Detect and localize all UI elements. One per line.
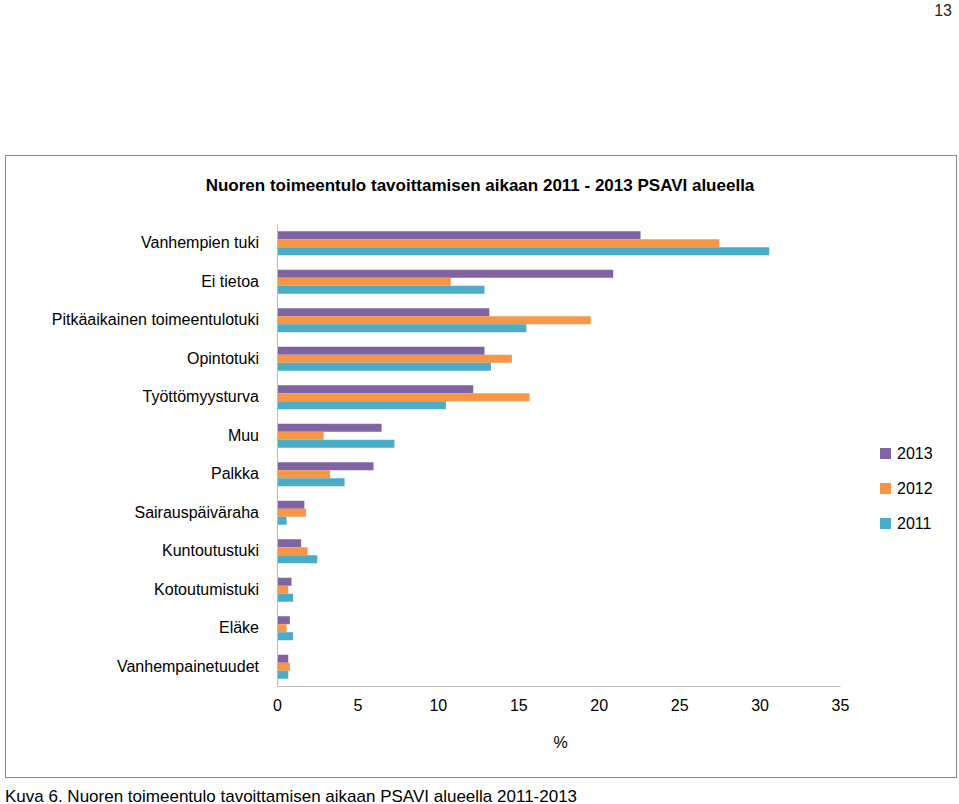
- bar: [277, 401, 446, 409]
- category-label: Kotoutumistuki: [154, 581, 259, 598]
- x-tick-label: 0: [273, 697, 282, 714]
- x-tick: 15: [510, 686, 528, 714]
- y-axis: Vanhempien tuki Ei tietoa Pitkäaikainen to…: [52, 225, 278, 687]
- y-tick: Opintotuki: [187, 350, 277, 367]
- bar: [277, 470, 330, 478]
- bar: [277, 547, 308, 555]
- bar: [277, 509, 306, 517]
- legend: 2013 2012 2011: [880, 445, 933, 532]
- category-label: Vanhempien tuki: [141, 234, 259, 251]
- x-tick-label: 20: [590, 697, 608, 714]
- y-axis-line: [277, 225, 278, 687]
- y-tick: Palkka: [211, 465, 277, 482]
- bar: [277, 586, 288, 594]
- y-tick: Muu: [228, 427, 277, 444]
- category-label: Vanhempainetuudet: [117, 658, 260, 675]
- chart-frame: [6, 156, 957, 778]
- y-tick: Ei tietoa: [201, 273, 277, 290]
- chart-title: Nuoren toimeentulo tavoittamisen aikaan …: [206, 176, 755, 195]
- bar: [277, 616, 290, 624]
- x-tick: 35: [832, 686, 850, 714]
- x-axis-title: %: [553, 734, 567, 751]
- bar: [277, 432, 324, 440]
- bar: [277, 478, 345, 486]
- bar: [277, 462, 374, 470]
- legend-swatch: [880, 518, 891, 529]
- bar: [277, 555, 317, 563]
- y-tick: Vanhempainetuudet: [117, 658, 277, 675]
- x-tick-label: 35: [832, 697, 850, 714]
- bar: [277, 347, 485, 355]
- bar: [277, 324, 526, 332]
- y-tick: Sairauspäiväraha: [134, 504, 277, 521]
- category-label: Kuntoutustuki: [162, 542, 259, 559]
- bar: [277, 363, 491, 371]
- bar: [277, 440, 394, 448]
- bar: [277, 247, 769, 255]
- bar: [277, 539, 301, 547]
- bar: [277, 424, 382, 432]
- y-tick: Kotoutumistuki: [154, 581, 277, 598]
- bar: [277, 671, 288, 679]
- bar: [277, 517, 287, 525]
- x-tick: 5: [353, 686, 362, 714]
- bar: [277, 286, 485, 294]
- y-tick: Työttömyysturva: [143, 388, 277, 405]
- x-tick-label: 15: [510, 697, 528, 714]
- x-tick: 10: [429, 686, 447, 714]
- legend-label: 2011: [897, 515, 932, 532]
- category-label: Sairauspäiväraha: [134, 504, 259, 521]
- x-tick-label: 25: [671, 697, 689, 714]
- chart-svg: 13 Kuva 6. Nuoren toimeentulo tavoittamis…: [0, 0, 959, 804]
- x-tick-label: 30: [751, 697, 769, 714]
- page-number: 13: [934, 2, 952, 19]
- legend-label: 2012: [897, 480, 933, 497]
- bar: [277, 624, 287, 632]
- legend-label: 2013: [897, 445, 933, 462]
- x-tick: 0: [273, 686, 282, 714]
- x-tick: 25: [671, 686, 689, 714]
- bar: [277, 501, 304, 509]
- bar: [277, 578, 291, 586]
- x-axis-line: [278, 686, 841, 687]
- bar: [277, 231, 641, 239]
- category-label: Palkka: [211, 465, 259, 482]
- bars: [277, 231, 769, 679]
- category-label: Ei tietoa: [201, 273, 259, 290]
- caption: Kuva 6. Nuoren toimeentulo tavoittamisen…: [5, 787, 577, 804]
- category-label: Muu: [228, 427, 259, 444]
- legend-swatch: [880, 483, 891, 494]
- y-tick: Eläke: [219, 619, 277, 636]
- x-tick-label: 10: [429, 697, 447, 714]
- legend-swatch: [880, 448, 891, 459]
- bar: [277, 316, 591, 324]
- x-tick: 30: [751, 686, 769, 714]
- x-tick-label: 5: [353, 697, 362, 714]
- bar: [277, 355, 512, 363]
- bar: [277, 308, 489, 316]
- category-label: Työttömyysturva: [143, 388, 260, 405]
- y-tick: Pitkäaikainen toimeentulotuki: [52, 311, 277, 328]
- bar: [277, 663, 290, 671]
- x-axis: 0 5 10 15 20 25 30 35: [273, 686, 849, 714]
- bar: [277, 278, 451, 286]
- bar: [277, 385, 473, 393]
- bar: [277, 393, 530, 401]
- y-tick: Kuntoutustuki: [162, 542, 277, 559]
- bar: [277, 270, 613, 278]
- bar: [277, 594, 293, 602]
- bar: [277, 239, 719, 247]
- bar: [277, 655, 288, 663]
- x-tick: 20: [590, 686, 608, 714]
- y-tick: Vanhempien tuki: [141, 234, 277, 251]
- category-label: Opintotuki: [187, 350, 259, 367]
- bar: [277, 632, 293, 640]
- category-label: Eläke: [219, 619, 259, 636]
- category-label: Pitkäaikainen toimeentulotuki: [52, 311, 259, 328]
